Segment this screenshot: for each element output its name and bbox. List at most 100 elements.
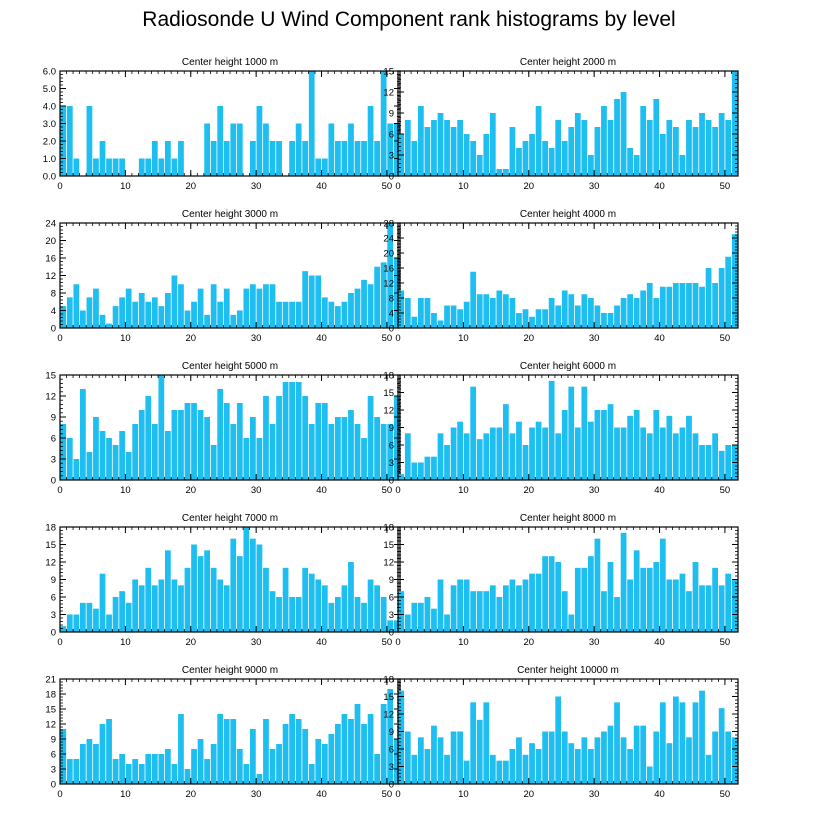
histogram-bar [302, 396, 309, 480]
histogram-chart: Center height 3000 m0 10 20 30 40 50048121620… [45, 209, 401, 344]
histogram-bar [718, 585, 725, 632]
x-tick-label: 10 [120, 789, 131, 800]
histogram-bar [620, 532, 627, 632]
histogram-bar [348, 123, 354, 176]
histogram-bar [93, 608, 99, 632]
histogram-bar [450, 127, 457, 176]
histogram-bar [457, 120, 463, 176]
histogram-bar [276, 597, 282, 632]
histogram-bar [269, 284, 276, 328]
histogram-bar [450, 585, 457, 632]
x-tick-label: 50 [720, 333, 731, 344]
histogram-bar [574, 427, 581, 480]
histogram-bar [321, 585, 328, 632]
histogram-bar [380, 704, 387, 784]
histogram-bar [93, 417, 99, 480]
histogram-bar [321, 158, 328, 176]
histogram-bar [601, 313, 607, 328]
histogram-bar [686, 591, 692, 632]
histogram-bar [555, 696, 562, 784]
histogram-bar [450, 731, 457, 784]
histogram-bar [463, 760, 470, 784]
histogram-bar [607, 120, 614, 176]
histogram-bar [509, 298, 516, 328]
histogram-bar [548, 298, 555, 328]
histogram-bar [601, 106, 607, 176]
x-tick-label: 10 [458, 789, 469, 800]
x-tick-label: 50 [382, 637, 393, 648]
histogram-bar [731, 579, 738, 632]
histogram-bar [686, 283, 692, 328]
y-tick-label: 0 [389, 628, 394, 639]
histogram-bar [236, 310, 243, 328]
histogram-bar [197, 739, 204, 784]
histogram-bar [204, 550, 210, 632]
histogram-bar [73, 614, 80, 632]
x-tick-label: 40 [654, 181, 665, 192]
panel-title: Center height 3000 m [182, 209, 278, 220]
histogram-bar [223, 585, 230, 632]
histogram-bar [646, 567, 653, 632]
histogram-bar [418, 737, 424, 784]
histogram-bar [86, 602, 93, 632]
y-tick-label: 15 [45, 705, 56, 716]
histogram-bar [341, 141, 348, 176]
histogram-bar [535, 421, 542, 480]
histogram-bar [561, 591, 568, 632]
histogram-bar [171, 764, 178, 784]
histogram-bar [725, 120, 732, 176]
y-tick-label: 6 [389, 745, 394, 756]
histogram-bar [627, 749, 633, 784]
histogram-bar [653, 562, 660, 632]
histogram-bar [93, 158, 99, 176]
y-tick-label: 15 [383, 67, 394, 78]
histogram-bar [673, 579, 679, 632]
histogram-bar [398, 290, 405, 328]
histogram-bar [269, 424, 276, 480]
histogram-bar [308, 764, 315, 784]
histogram-bar [119, 431, 125, 480]
x-tick-label: 40 [654, 333, 665, 344]
histogram-bar [699, 585, 705, 632]
histogram-bar [86, 739, 93, 784]
histogram-bar [171, 579, 178, 632]
histogram-bar [171, 410, 178, 480]
histogram-bar [653, 298, 660, 328]
histogram-bar [581, 567, 588, 632]
histogram-bar [302, 141, 309, 176]
histogram-bar [725, 731, 732, 784]
histogram-bar [522, 445, 529, 480]
histogram-bar [712, 731, 718, 784]
histogram-bar [659, 427, 666, 480]
histogram-bar [431, 456, 437, 480]
histogram-bar [437, 113, 444, 176]
histogram-bar [731, 737, 738, 784]
histogram-bar [151, 585, 158, 632]
histogram-bar [581, 294, 588, 328]
histogram-bar [725, 445, 732, 480]
histogram-bar [692, 562, 699, 632]
y-tick-label: 0 [389, 324, 394, 335]
histogram-bar [731, 71, 738, 176]
y-tick-label: 9 [389, 727, 394, 738]
histogram-bar [145, 158, 152, 176]
histogram-bar [289, 141, 295, 176]
x-tick-label: 50 [720, 485, 731, 496]
x-tick-label: 40 [654, 485, 665, 496]
histogram-bar [223, 288, 230, 328]
y-tick-label: 12 [383, 279, 394, 290]
histogram-bar [315, 275, 322, 328]
x-tick-label: 10 [120, 637, 131, 648]
histogram-bar [315, 579, 322, 632]
histogram-bar [178, 410, 184, 480]
histogram-bar [99, 314, 106, 328]
x-tick-label: 20 [185, 181, 196, 192]
histogram-panel: Center height 6000 m 0 10 20 30 40 50 0 3 6 9 12 15 1… [338, 352, 739, 512]
histogram-bar [411, 754, 418, 784]
histogram-bar [66, 759, 73, 784]
y-tick-label: 3 [51, 455, 56, 466]
histogram-bar [348, 562, 354, 632]
panel-title: Center height 1000 m [182, 57, 278, 68]
y-tick-label: 12 [45, 558, 56, 569]
histogram-bar [679, 427, 686, 480]
